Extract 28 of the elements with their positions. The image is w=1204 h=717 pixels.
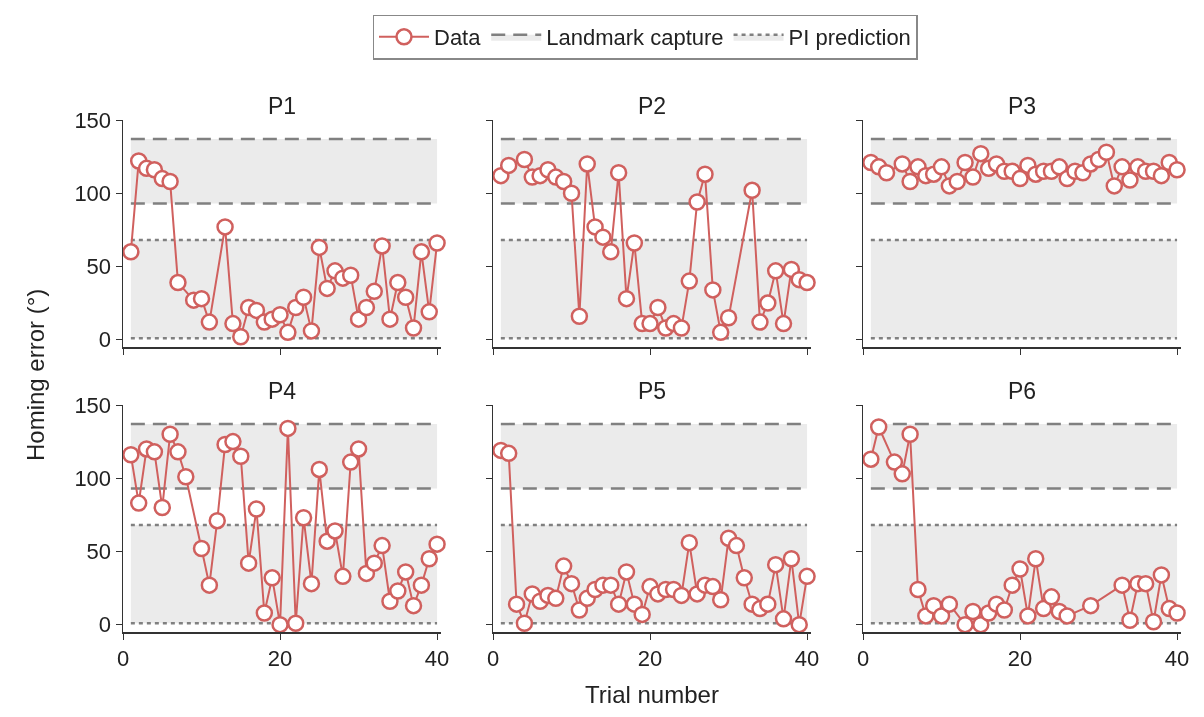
y-tick-label: 50	[86, 254, 112, 280]
y-tick-label: 50	[86, 539, 112, 565]
y-tick-label: 150	[74, 107, 112, 133]
chart-title: P4	[267, 378, 297, 404]
x-tick-label: 20	[1007, 645, 1033, 671]
x-tick-label: 40	[794, 645, 820, 671]
x-tick-label: 20	[637, 645, 663, 671]
x-tick-label: 0	[486, 645, 500, 671]
x-tick-label: 0	[856, 645, 870, 671]
legend-label: Landmark capture	[546, 25, 724, 51]
y-tick-label: 100	[74, 180, 112, 206]
y-tick-label: 0	[98, 327, 112, 353]
x-tick-label: 40	[424, 645, 450, 671]
y-axis-title: Homing error (°)	[22, 288, 49, 461]
legend-label: Data	[434, 25, 482, 51]
y-tick-label: 100	[74, 465, 112, 491]
chart-title: P5	[637, 378, 667, 404]
chart-title: P1	[267, 93, 297, 119]
chart-title: P3	[1007, 93, 1037, 119]
y-tick-label: 150	[74, 392, 112, 418]
x-tick-label: 40	[1164, 645, 1190, 671]
x-tick-label: 0	[116, 645, 130, 671]
legend-label: PI prediction	[788, 25, 911, 51]
x-axis-title: Trial number	[585, 680, 719, 708]
y-tick-label: 0	[98, 612, 112, 638]
x-tick-label: 20	[267, 645, 293, 671]
chart-title: P6	[1007, 378, 1037, 404]
chart-title: P2	[637, 93, 667, 119]
